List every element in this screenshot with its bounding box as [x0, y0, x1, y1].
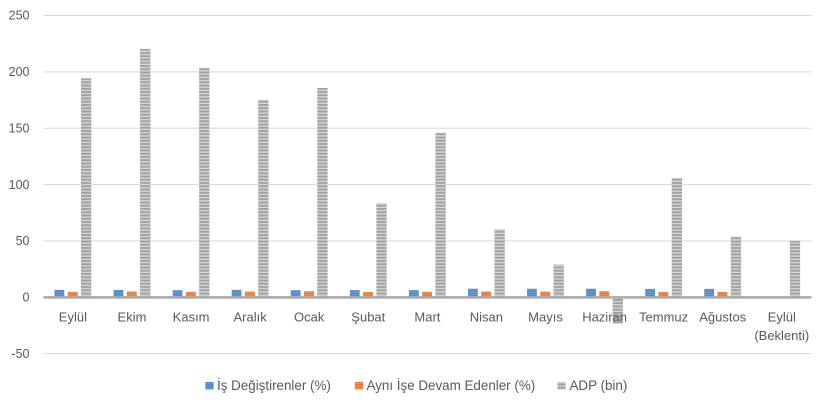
svg-text:Aynı İşe Devam Edenler (%): Aynı İşe Devam Edenler (%) — [367, 378, 536, 393]
svg-text:-50: -50 — [11, 347, 29, 361]
svg-text:Şubat: Şubat — [351, 309, 385, 324]
svg-text:Temmuz: Temmuz — [639, 309, 688, 324]
svg-text:Ağustos: Ağustos — [699, 309, 746, 324]
svg-text:200: 200 — [9, 65, 30, 79]
svg-text:Haziran: Haziran — [582, 309, 627, 324]
svg-text:Mart: Mart — [414, 309, 440, 324]
svg-text:(Beklenti): (Beklenti) — [754, 328, 809, 343]
svg-text:Eylül: Eylül — [768, 309, 796, 324]
svg-text:Aralık: Aralık — [233, 309, 267, 324]
svg-text:250: 250 — [9, 9, 30, 23]
svg-text:50: 50 — [16, 234, 30, 248]
svg-text:Nisan: Nisan — [470, 309, 503, 324]
svg-text:0: 0 — [23, 291, 30, 305]
svg-text:Eylül: Eylül — [59, 309, 87, 324]
svg-text:İş Değiştirenler (%): İş Değiştirenler (%) — [217, 378, 331, 393]
svg-text:150: 150 — [9, 121, 30, 135]
svg-text:Kasım: Kasım — [173, 309, 210, 324]
svg-text:Ekim: Ekim — [118, 309, 147, 324]
svg-text:Ocak: Ocak — [294, 309, 325, 324]
svg-text:ADP (bin): ADP (bin) — [570, 378, 628, 393]
svg-text:Mayıs: Mayıs — [528, 309, 563, 324]
svg-text:100: 100 — [9, 178, 30, 192]
